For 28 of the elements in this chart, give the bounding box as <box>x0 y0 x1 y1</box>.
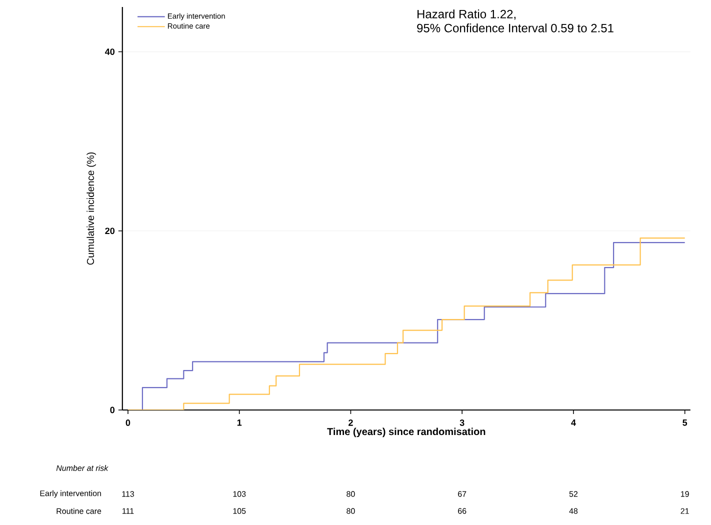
text: Early intervention <box>40 490 101 498</box>
y-tick-label: 20 <box>105 228 115 234</box>
text: 67 <box>458 491 466 497</box>
text: 48 <box>569 508 578 514</box>
text: 80 <box>346 491 355 497</box>
text: 52 <box>569 491 578 497</box>
x-tick-label: 2 <box>348 420 353 426</box>
x-tick-label: 3 <box>460 420 464 426</box>
text: Routine care <box>56 508 102 514</box>
text: 105 <box>233 508 246 514</box>
text: Number at risk <box>56 465 108 471</box>
y-axis-title: Cumulative incidence (%) <box>86 152 96 265</box>
text: 19 <box>681 491 689 497</box>
x-axis-title: Time (years) since randomisation <box>327 428 486 438</box>
x-tick-label: 4 <box>571 420 576 426</box>
text: 66 <box>458 508 466 514</box>
x-tick-label: 1 <box>237 420 242 426</box>
text: 103 <box>233 491 246 497</box>
text: 113 <box>122 491 134 497</box>
y-tick-label: 0 <box>110 406 115 414</box>
text: 111 <box>122 508 134 514</box>
x-tick-label: 5 <box>682 420 688 426</box>
text: 80 <box>346 508 355 514</box>
annotation: 95% Confidence Interval 0.59 to 2.51 <box>417 24 614 32</box>
y-tick-label: 40 <box>105 48 115 55</box>
x-tick-label: 0 <box>126 420 130 426</box>
annotation: Hazard Ratio 1.22, <box>418 10 516 20</box>
text: 21 <box>680 508 689 514</box>
